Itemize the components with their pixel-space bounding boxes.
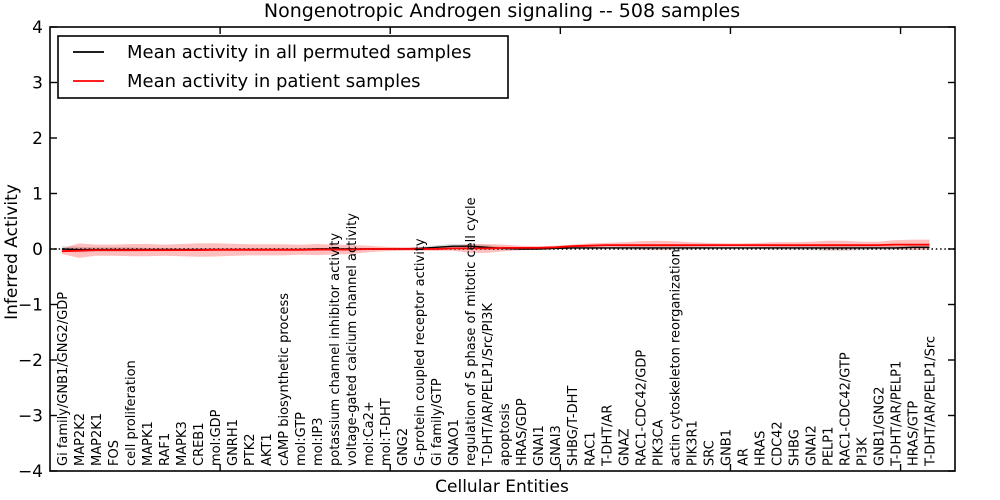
y-tick-label: 0 xyxy=(32,240,43,260)
category-label: PIK3CA xyxy=(651,419,666,466)
category-label: CREB1 xyxy=(192,422,207,466)
category-label: GNAI3 xyxy=(549,425,564,466)
category-label: HRAS/GTP xyxy=(906,401,921,466)
category-label: T-DHT/AR xyxy=(600,405,615,467)
category-label: FOS xyxy=(107,440,122,466)
y-axis-label: Inferred Activity xyxy=(2,184,22,320)
y-tick-label: −1 xyxy=(18,296,43,316)
category-label: mol:GTP xyxy=(294,412,309,466)
y-tick-label: 3 xyxy=(32,74,43,94)
legend-label-permuted: Mean activity in all permuted samples xyxy=(127,42,471,63)
category-label: MAP2K1 xyxy=(90,413,105,466)
legend: Mean activity in all permuted samples Me… xyxy=(57,35,509,99)
category-label: AR xyxy=(736,448,751,466)
line-layer xyxy=(50,243,955,253)
legend-box xyxy=(57,35,509,99)
category-label: RAC1-CDC42/GTP xyxy=(838,352,853,466)
category-label: GNB1 xyxy=(719,429,734,466)
y-tick-label: 4 xyxy=(32,18,43,38)
category-label: RAC1 xyxy=(583,431,598,466)
category-label: T-DHT/AR/PELP1 xyxy=(889,361,904,467)
category-label: cell proliferation xyxy=(124,360,139,466)
category-label: MAPK3 xyxy=(175,421,190,466)
category-label: potassium channel inhibitor activity xyxy=(328,233,343,466)
y-tick-label: −2 xyxy=(18,351,43,371)
category-label: SHBG/T-DHT xyxy=(566,386,581,466)
patient-mean-line xyxy=(61,243,930,253)
y-tick-label: 2 xyxy=(32,129,43,149)
category-label: T-DHT/AR/PELP1/Src xyxy=(923,336,938,467)
tick-layer: 4 3 2 1 0 −1 −2 −3 −4 xyxy=(18,18,955,482)
category-label: GNRH1 xyxy=(226,419,241,466)
category-label: SHBG xyxy=(787,429,802,466)
chart-title: Nongenotropic Androgen signaling -- 508 … xyxy=(264,0,740,22)
category-label: MAPK1 xyxy=(141,421,156,466)
category-label: GNG2 xyxy=(396,428,411,466)
category-label: AKT1 xyxy=(260,433,275,466)
category-label: RAF1 xyxy=(158,433,173,466)
category-label: SRC xyxy=(702,440,717,466)
category-label: HRAS xyxy=(753,431,768,466)
category-label: PI3K xyxy=(855,437,870,466)
y-tick-label: −4 xyxy=(18,462,43,482)
category-label: RAC1-CDC42/GDP xyxy=(634,350,649,466)
category-label: GNAI2 xyxy=(804,425,819,466)
category-label: GNB1/GNG2 xyxy=(872,386,887,466)
category-label: mol:GDP xyxy=(209,409,224,466)
legend-label-patient: Mean activity in patient samples xyxy=(127,71,421,92)
category-label: GNAO1 xyxy=(447,419,462,466)
category-label: GNAI1 xyxy=(532,425,547,466)
y-tick-label: 1 xyxy=(32,185,43,205)
category-label: PIK3R1 xyxy=(685,420,700,466)
category-label: MAP2K2 xyxy=(73,413,88,466)
category-label-layer: Gi family/GNB1/GNG2/GDP MAP2K2 MAP2K1 FOS ce… xyxy=(56,197,939,467)
x-axis-label: Cellular Entities xyxy=(435,477,569,497)
category-label: mol:Ca2+ xyxy=(362,401,377,466)
category-label: apoptosis xyxy=(498,403,513,466)
category-label: GNAZ xyxy=(617,428,632,466)
plot-frame xyxy=(49,26,956,472)
category-label: G-protein coupled receptor activity xyxy=(413,238,428,466)
category-label: cAMP biosynthetic process xyxy=(277,293,292,466)
category-label: mol:IP3 xyxy=(311,417,326,466)
y-tick-label: −3 xyxy=(18,407,43,427)
category-label: Gi family/GTP xyxy=(430,378,445,466)
category-label: actin cytoskeleton reorganization xyxy=(668,249,683,466)
category-label: T-DHT/AR/PELP1/Src/PI3K xyxy=(481,303,496,467)
category-label: PELP1 xyxy=(821,427,836,466)
category-label: regulation of S phase of mitotic cell cy… xyxy=(464,197,479,466)
category-label: mol:T-DHT xyxy=(379,398,394,466)
category-label: CDC42 xyxy=(770,421,785,466)
category-label: HRAS/GDP xyxy=(515,398,530,466)
category-label: voltage-gated calcium channel activity xyxy=(345,213,360,466)
category-label: PTK2 xyxy=(243,433,258,466)
category-label: Gi family/GNB1/GNG2/GDP xyxy=(56,292,71,466)
